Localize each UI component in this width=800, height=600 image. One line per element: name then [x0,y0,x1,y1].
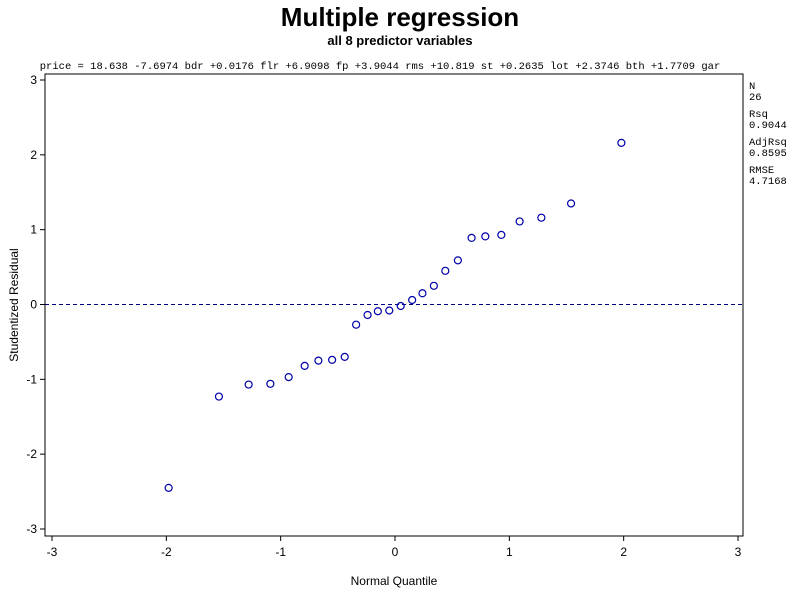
stat-rsq: Rsq 0.9044 [749,110,799,132]
data-point [164,483,173,492]
data-point [328,355,337,364]
fit-statistics-panel: N 26 Rsq 0.9044 AdjRsq 0.8595 RMSE 4.716… [749,82,799,194]
data-point [266,379,275,388]
data-point [408,295,417,305]
data-point [314,356,323,365]
y-tick-label: -3 [26,522,37,536]
data-points [164,138,626,492]
y-tick-label: -1 [26,372,37,386]
stat-label: N [749,81,756,93]
data-point [566,199,576,208]
data-point [467,233,476,242]
data-point [300,361,309,370]
data-point [284,372,293,382]
chart-subtitle: all 8 predictor variables [327,33,473,48]
stat-value: 26 [749,92,762,104]
x-axis: -3 -2 -1 0 1 2 3 [47,536,742,559]
y-tick-label: 1 [30,223,37,237]
stat-label: Rsq [749,109,768,121]
x-tick-label: 1 [506,545,513,559]
data-point [385,306,394,315]
stat-n: N 26 [749,82,799,104]
regression-equation: price = 18.638 -7.6974 bdr +0.0176 flr +… [39,61,721,73]
stat-value: 0.9044 [749,120,787,132]
y-axis: -3 -2 -1 0 1 2 3 [26,73,45,536]
x-tick-label: 3 [735,545,742,559]
y-tick-label: 3 [30,73,37,87]
data-point [373,307,382,316]
data-point [396,301,405,311]
data-point [418,289,427,298]
data-point [441,266,450,275]
data-point [340,352,349,361]
stat-adjrsq: AdjRsq 0.8595 [749,138,799,160]
data-point [537,213,546,222]
stat-label: AdjRsq [749,137,787,149]
data-point [481,232,490,241]
data-point [453,256,462,265]
x-axis-label: Normal Quantile [351,574,438,588]
y-tick-label: 0 [30,298,37,312]
data-point [515,217,524,226]
stat-label: RMSE [749,165,775,177]
y-tick-label: 2 [30,148,37,162]
stat-rmse: RMSE 4.7168 [749,166,799,188]
data-point [363,310,372,320]
x-tick-label: -1 [275,545,286,559]
x-tick-label: 2 [620,545,627,559]
y-tick-label: -2 [26,447,37,461]
data-point [352,320,361,329]
x-tick-label: 0 [392,545,399,559]
chart-title: Multiple regression [280,2,520,32]
data-point [617,138,626,147]
x-tick-label: -2 [161,545,172,559]
plot-frame [44,73,744,537]
data-point [429,281,438,290]
data-point [244,380,253,389]
data-point [214,392,224,401]
stat-value: 4.7168 [749,176,787,188]
data-point [497,230,506,240]
x-tick-label: -3 [47,545,58,559]
y-axis-label: Studentized Residual [7,248,21,361]
stat-value: 0.8595 [749,148,787,160]
